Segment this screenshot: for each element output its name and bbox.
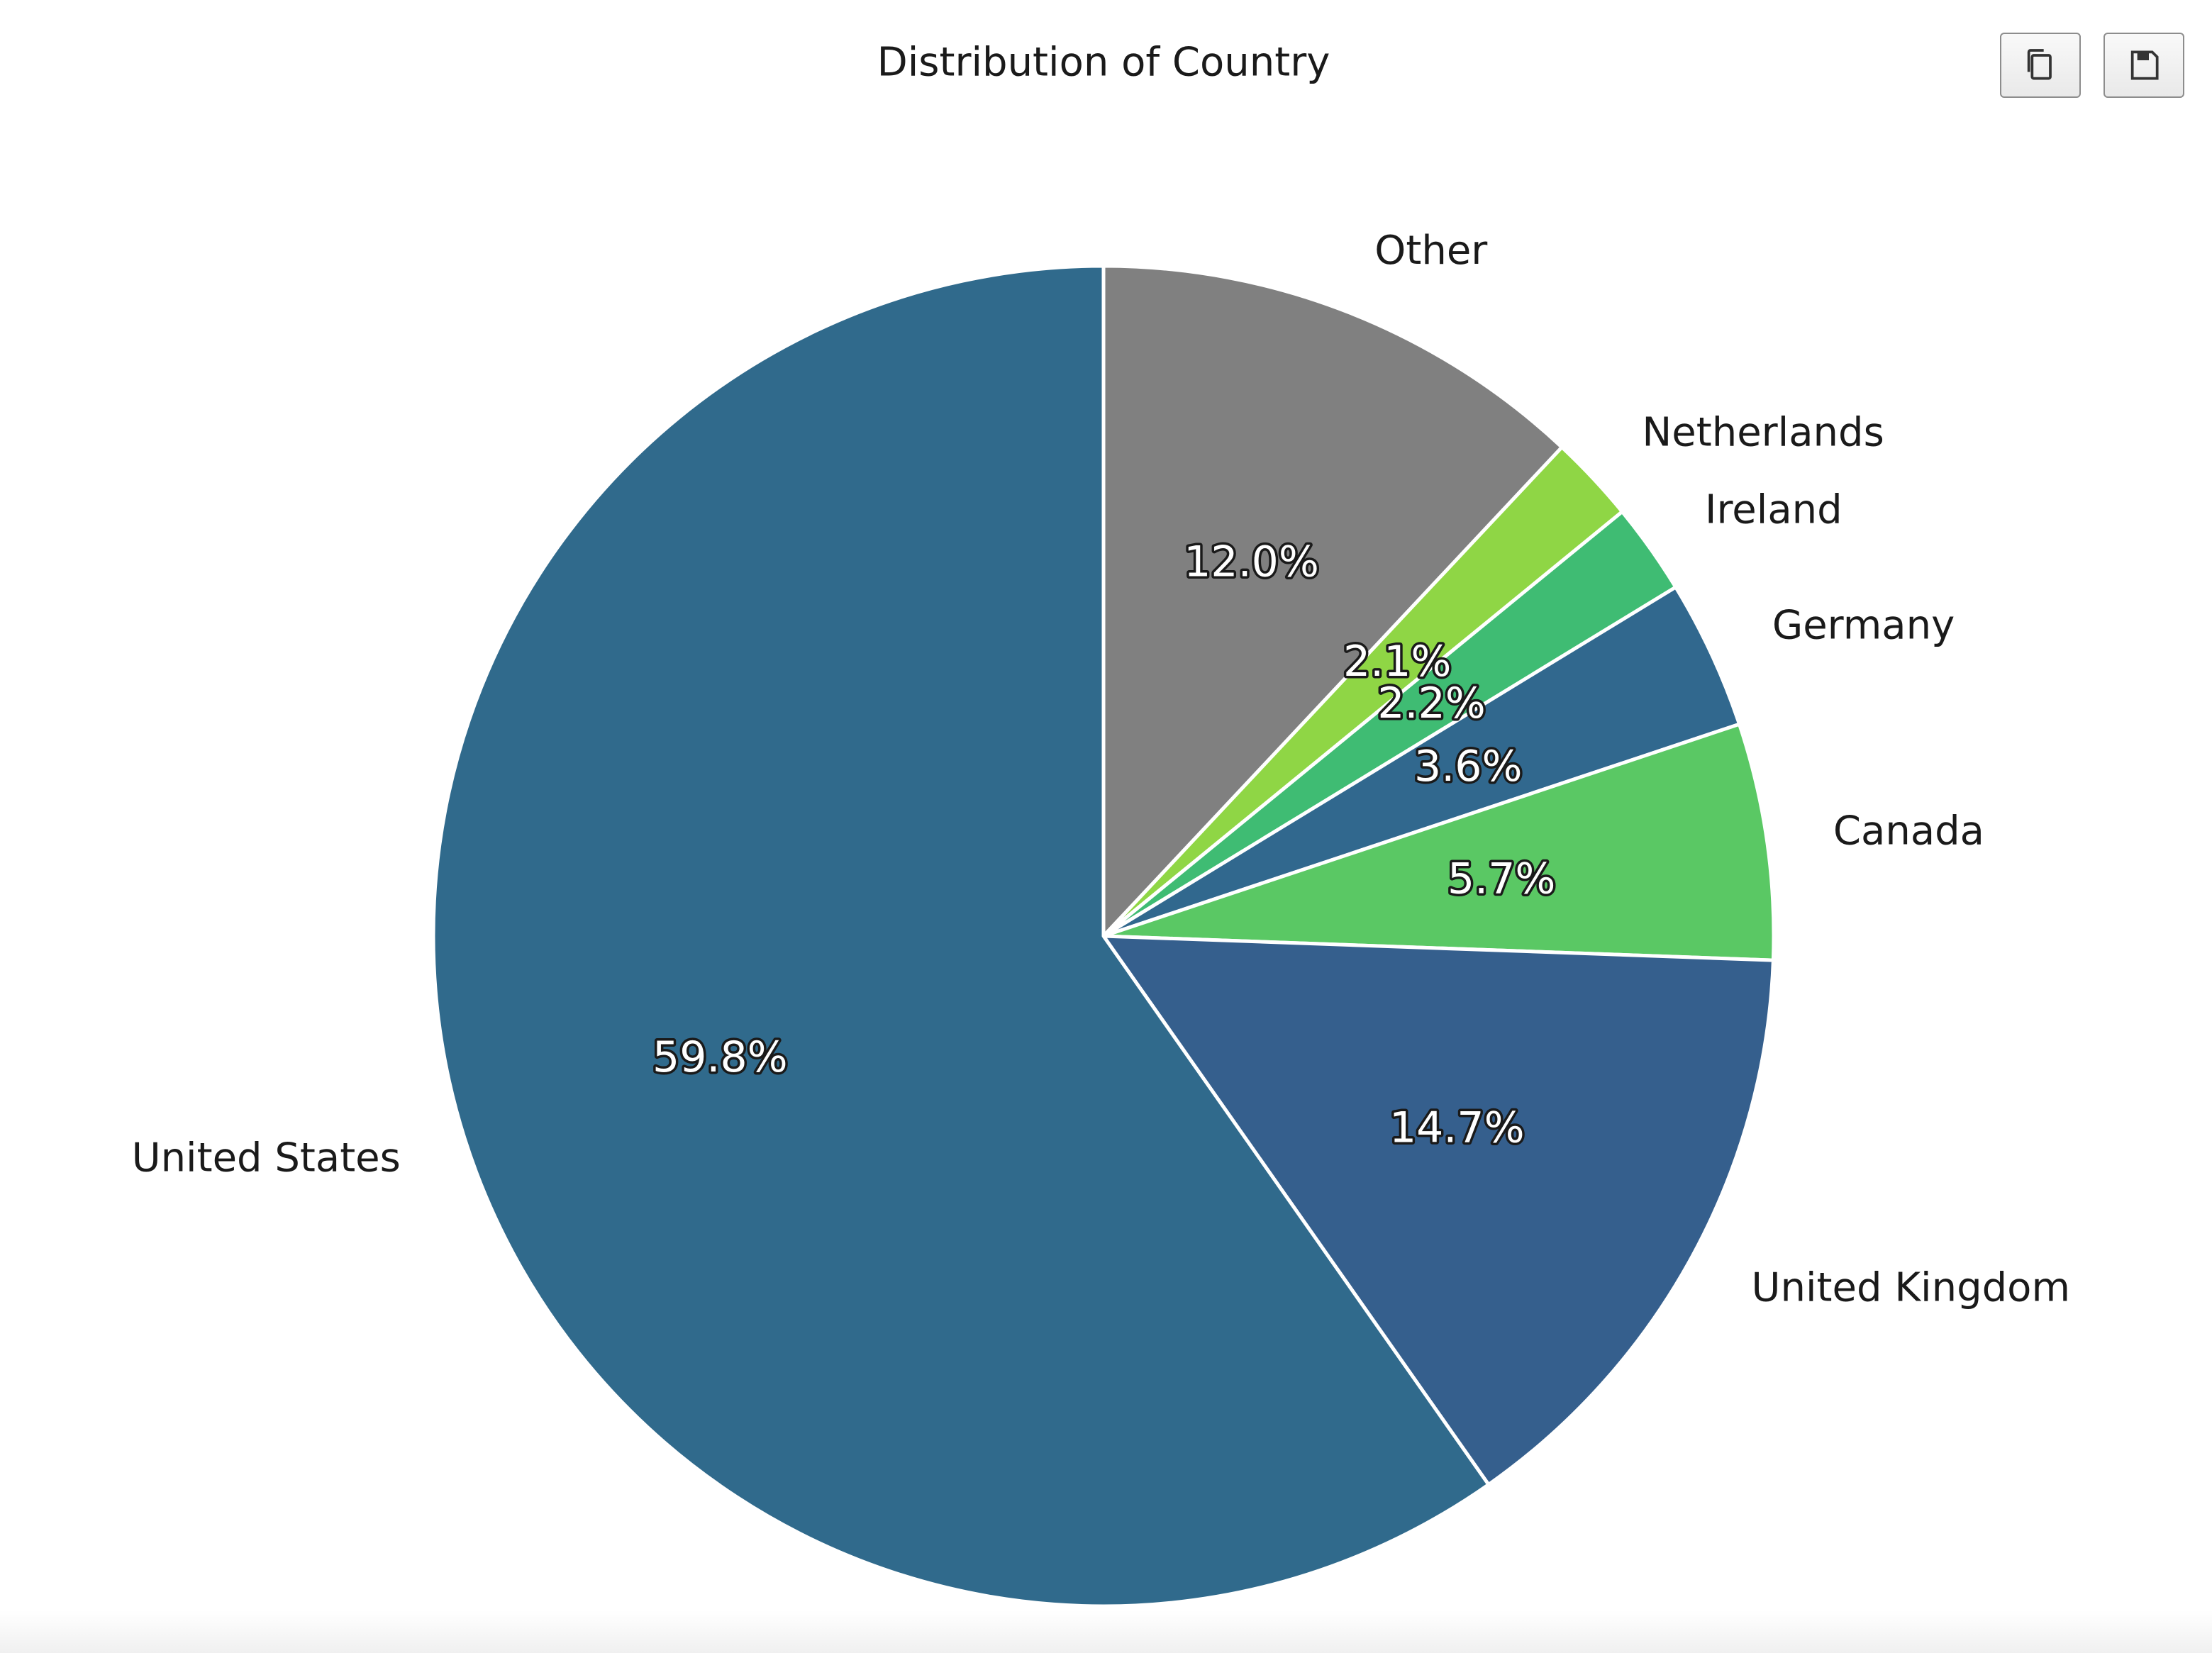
percent-labels: 12.0% 2.1%2.2% 3.6% 5.7% 14.7% 59.8% [650, 535, 1558, 1155]
percent-label-netherlands: 2.1% [1343, 637, 1451, 686]
pie-slice-other [1101, 264, 1564, 938]
pie-slice-germany [1101, 585, 1742, 938]
slice-label-ireland: Ireland [1705, 486, 1843, 533]
slice-label-germany: Germany [1772, 603, 1955, 649]
percent-label-ireland: 2.2% [1377, 679, 1485, 728]
slice-label-united-kingdom: United Kingdom [1752, 1265, 2070, 1311]
pie-slice-united-states [431, 264, 1491, 1608]
pie-slice-canada [1101, 722, 1776, 962]
slice-label-netherlands: Netherlands [1642, 410, 1884, 456]
slice-label-canada: Canada [1833, 808, 1984, 855]
floppy-disk-icon [2130, 50, 2159, 80]
pie-slices [431, 264, 1776, 1608]
percent-label-united-kingdom: 14.7% [1389, 1103, 1525, 1153]
percent-label-other: 12.0% [1184, 538, 1319, 587]
slice-label-other: Other [1374, 228, 1488, 274]
save-button[interactable] [2103, 33, 2184, 98]
copy-button[interactable] [2000, 33, 2081, 98]
bottom-strip [0, 1610, 2212, 1653]
slice-labels: Other Netherlands Ireland Germany Canada Unit… [132, 228, 2070, 1311]
slice-label-united-states: United States [132, 1135, 401, 1181]
chart-title: Distribution of Country [877, 40, 1330, 86]
percent-label-united-states: 59.8% [652, 1033, 788, 1082]
copy-icon [2027, 49, 2052, 80]
pie-slice-united-kingdom [1101, 934, 1775, 1486]
percent-label-germany: 3.6% [1414, 742, 1522, 791]
percent-label-canada: 5.7% [1447, 854, 1555, 903]
